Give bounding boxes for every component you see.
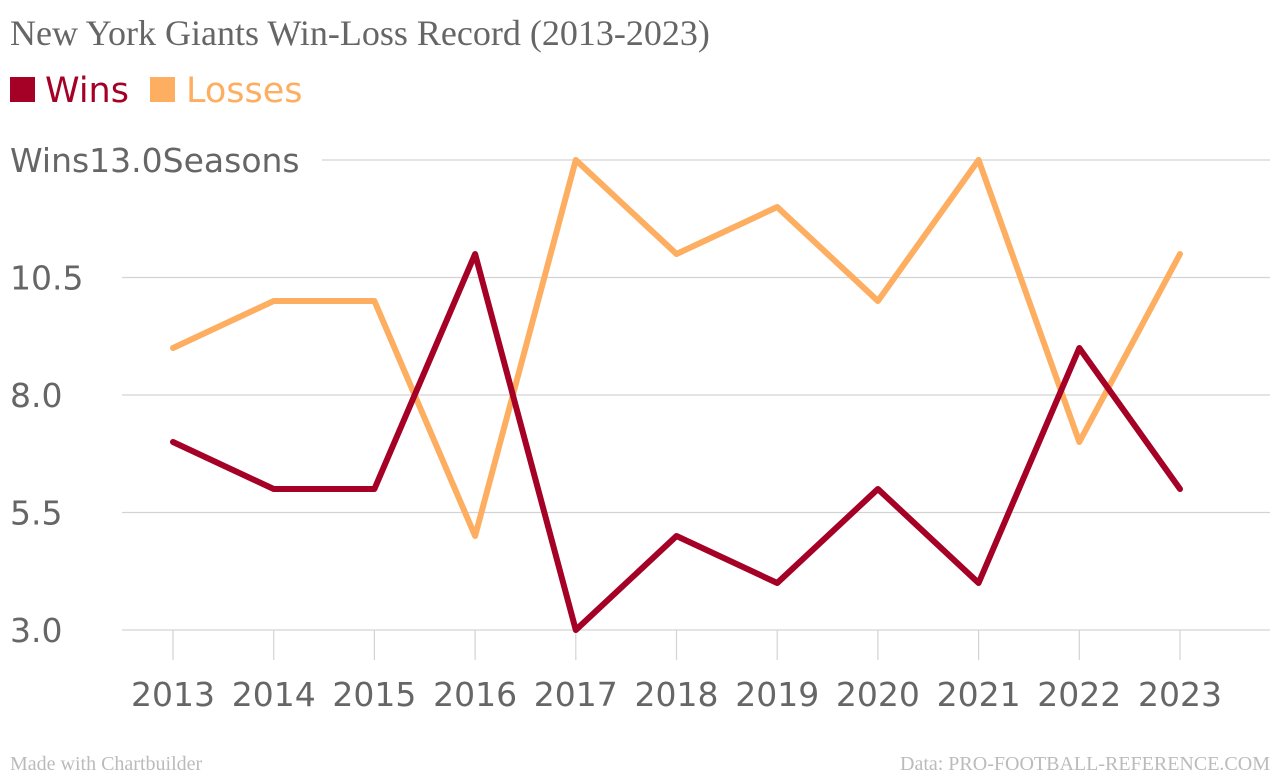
x-tick-label: 2014 — [232, 675, 316, 714]
x-tick-label: 2017 — [534, 675, 618, 714]
y-tick-label: 8.0 — [10, 376, 62, 415]
series-line-losses — [170, 157, 1183, 539]
legend-label-losses: Losses — [186, 71, 303, 111]
x-tick-label: 2019 — [735, 675, 819, 714]
legend-label-wins: Wins — [45, 71, 129, 111]
y-tick-label: 5.5 — [10, 494, 62, 533]
y-axis: 3.0 5.5 8.0 10.5 Wins13.0Seasons — [10, 141, 300, 650]
y-tick-label: 10.5 — [10, 259, 83, 298]
x-tick-label: 2021 — [937, 675, 1021, 714]
legend-swatch-losses — [150, 77, 175, 102]
chart-title: New York Giants Win-Loss Record (2013-20… — [10, 13, 710, 53]
x-tick-label: 2013 — [131, 675, 215, 714]
x-tick-label: 2020 — [836, 675, 920, 714]
x-tick-label: 2022 — [1037, 675, 1121, 714]
legend: Wins Losses — [10, 71, 303, 111]
y-tick-label: 3.0 — [10, 611, 62, 650]
x-tick-label: 2015 — [332, 675, 416, 714]
x-axis: 2013 2014 2015 2016 2017 2018 2019 2020 2021 2022… — [131, 630, 1222, 714]
gridlines — [122, 159, 1270, 631]
y-tick-label: Wins13.0Seasons — [10, 141, 300, 180]
x-tick-label: 2016 — [433, 675, 517, 714]
footer-credit: Made with Chartbuilder — [10, 753, 203, 775]
x-tick-label: 2018 — [635, 675, 719, 714]
x-tick-label: 2023 — [1138, 675, 1222, 714]
footer-source: Data: PRO-FOOTBALL-REFERENCE.COM — [900, 753, 1270, 775]
series-line-wins — [170, 251, 1183, 633]
legend-swatch-wins — [10, 77, 35, 102]
plot-area — [170, 157, 1183, 633]
